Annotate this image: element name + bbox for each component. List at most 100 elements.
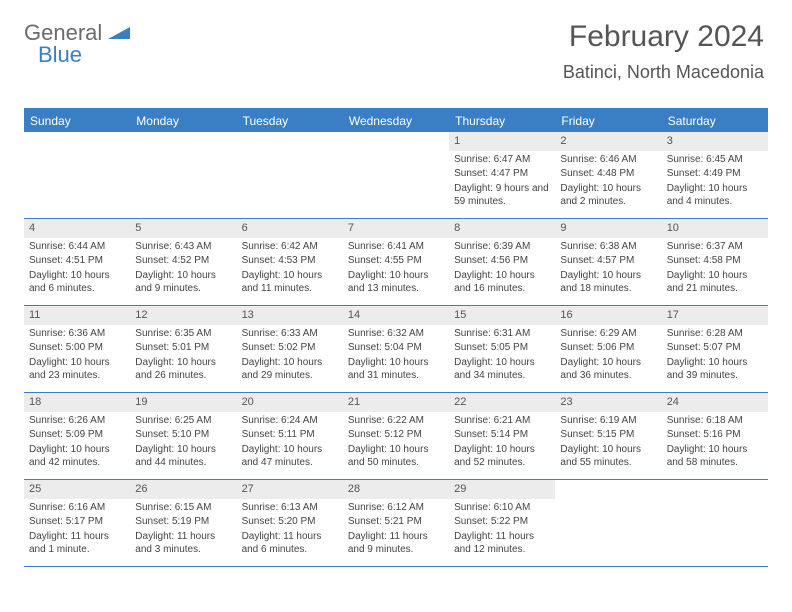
- weekday-header: Sunday: [24, 110, 130, 132]
- daylight-text: Daylight: 10 hours and 31 minutes.: [348, 356, 444, 383]
- sunrise-text: Sunrise: 6:18 AM: [667, 414, 763, 428]
- day-cell: 15Sunrise: 6:31 AMSunset: 5:05 PMDayligh…: [449, 306, 555, 392]
- day-number: 9: [555, 219, 661, 238]
- daylight-text: Daylight: 10 hours and 16 minutes.: [454, 269, 550, 296]
- daylight-text: Daylight: 10 hours and 18 minutes.: [560, 269, 656, 296]
- day-body: Sunrise: 6:32 AMSunset: 5:04 PMDaylight:…: [343, 327, 449, 388]
- sunrise-text: Sunrise: 6:10 AM: [454, 501, 550, 515]
- day-number: 26: [130, 480, 236, 499]
- day-body: Sunrise: 6:28 AMSunset: 5:07 PMDaylight:…: [662, 327, 768, 388]
- day-cell: 4Sunrise: 6:44 AMSunset: 4:51 PMDaylight…: [24, 219, 130, 305]
- day-cell: 9 Sunrise: 6:38 AMSunset: 4:57 PMDaylight…: [555, 219, 661, 305]
- sunrise-text: Sunrise: 6:26 AM: [29, 414, 125, 428]
- sunrise-text: Sunrise: 6:35 AM: [135, 327, 231, 341]
- day-body: Sunrise: 6:22 AMSunset: 5:12 PMDaylight:…: [343, 414, 449, 475]
- day-body: Sunrise: 6:38 AMSunset: 4:57 PMDaylight:…: [555, 240, 661, 301]
- day-number: 8: [449, 219, 555, 238]
- daylight-text: Daylight: 10 hours and 13 minutes.: [348, 269, 444, 296]
- daylight-text: Daylight: 10 hours and 44 minutes.: [135, 443, 231, 470]
- day-number: 24: [662, 393, 768, 412]
- day-cell: 19Sunrise: 6:25 AMSunset: 5:10 PMDayligh…: [130, 393, 236, 479]
- week-row: 25Sunrise: 6:16 AMSunset: 5:17 PMDayligh…: [24, 480, 768, 567]
- day-body: Sunrise: 6:31 AMSunset: 5:05 PMDaylight:…: [449, 327, 555, 388]
- weekday-header: Friday: [555, 110, 661, 132]
- day-number: 17: [662, 306, 768, 325]
- day-cell: 3Sunrise: 6:45 AMSunset: 4:49 PMDaylight…: [662, 132, 768, 218]
- daylight-text: Daylight: 10 hours and 58 minutes.: [667, 443, 763, 470]
- day-body: Sunrise: 6:26 AMSunset: 5:09 PMDaylight:…: [24, 414, 130, 475]
- day-cell: 21Sunrise: 6:22 AMSunset: 5:12 PMDayligh…: [343, 393, 449, 479]
- sunset-text: Sunset: 4:55 PM: [348, 254, 444, 268]
- sunrise-text: Sunrise: 6:41 AM: [348, 240, 444, 254]
- day-cell: 18 Sunrise: 6:26 AMSunset: 5:09 PMDayligh…: [24, 393, 130, 479]
- sunset-text: Sunset: 5:14 PM: [454, 428, 550, 442]
- sunset-text: Sunset: 5:02 PM: [242, 341, 338, 355]
- day-number: 1: [449, 132, 555, 151]
- day-number: 12: [130, 306, 236, 325]
- daylight-text: Daylight: 9 hours and 59 minutes.: [454, 182, 550, 209]
- sunset-text: Sunset: 4:48 PM: [560, 167, 656, 181]
- sunrise-text: Sunrise: 6:46 AM: [560, 153, 656, 167]
- day-number: 29: [449, 480, 555, 499]
- day-cell: 23Sunrise: 6:19 AMSunset: 5:15 PMDayligh…: [555, 393, 661, 479]
- day-body: Sunrise: 6:10 AMSunset: 5:22 PMDaylight:…: [449, 501, 555, 562]
- sunset-text: Sunset: 4:57 PM: [560, 254, 656, 268]
- day-body: Sunrise: 6:47 AMSunset: 4:47 PMDaylight:…: [449, 153, 555, 214]
- day-body: Sunrise: 6:46 AMSunset: 4:48 PMDaylight:…: [555, 153, 661, 214]
- week-row: 18Sunrise: 6:26 AMSunset: 5:09 PMDayligh…: [24, 393, 768, 480]
- day-number: 28: [343, 480, 449, 499]
- sunset-text: Sunset: 4:49 PM: [667, 167, 763, 181]
- day-cell: [662, 480, 768, 566]
- daylight-text: Daylight: 10 hours and 26 minutes.: [135, 356, 231, 383]
- sunrise-text: Sunrise: 6:36 AM: [29, 327, 125, 341]
- sunset-text: Sunset: 5:12 PM: [348, 428, 444, 442]
- sunset-text: Sunset: 5:09 PM: [29, 428, 125, 442]
- location-text: Batinci, North Macedonia: [563, 62, 764, 83]
- day-body: Sunrise: 6:36 AMSunset: 5:00 PMDaylight:…: [24, 327, 130, 388]
- day-cell: 29 Sunrise: 6:10 AMSunset: 5:22 PMDayligh…: [449, 480, 555, 566]
- day-body: Sunrise: 6:13 AMSunset: 5:20 PMDaylight:…: [237, 501, 343, 562]
- day-number: 22: [449, 393, 555, 412]
- month-title: February 2024: [563, 20, 764, 54]
- week-row: 4Sunrise: 6:44 AMSunset: 4:51 PMDaylight…: [24, 219, 768, 306]
- daylight-text: Daylight: 10 hours and 39 minutes.: [667, 356, 763, 383]
- day-number: 18: [24, 393, 130, 412]
- day-body: Sunrise: 6:43 AMSunset: 4:52 PMDaylight:…: [130, 240, 236, 301]
- day-body: Sunrise: 6:42 AMSunset: 4:53 PMDaylight:…: [237, 240, 343, 301]
- week-row: 1 Sunrise: 6:47 AMSunset: 4:47 PMDaylight…: [24, 132, 768, 219]
- day-cell: 24Sunrise: 6:18 AMSunset: 5:16 PMDayligh…: [662, 393, 768, 479]
- day-number: 19: [130, 393, 236, 412]
- day-number: 27: [237, 480, 343, 499]
- day-cell: 22Sunrise: 6:21 AMSunset: 5:14 PMDayligh…: [449, 393, 555, 479]
- daylight-text: Daylight: 10 hours and 21 minutes.: [667, 269, 763, 296]
- logo-triangle-icon: [108, 23, 130, 44]
- sunset-text: Sunset: 4:51 PM: [29, 254, 125, 268]
- weekday-header: Thursday: [449, 110, 555, 132]
- day-cell: [24, 132, 130, 218]
- sunset-text: Sunset: 5:19 PM: [135, 515, 231, 529]
- sunrise-text: Sunrise: 6:31 AM: [454, 327, 550, 341]
- day-body: Sunrise: 6:39 AMSunset: 4:56 PMDaylight:…: [449, 240, 555, 301]
- sunrise-text: Sunrise: 6:16 AM: [29, 501, 125, 515]
- daylight-text: Daylight: 10 hours and 47 minutes.: [242, 443, 338, 470]
- sunset-text: Sunset: 5:00 PM: [29, 341, 125, 355]
- sunset-text: Sunset: 5:01 PM: [135, 341, 231, 355]
- day-cell: 14Sunrise: 6:32 AMSunset: 5:04 PMDayligh…: [343, 306, 449, 392]
- sunset-text: Sunset: 5:05 PM: [454, 341, 550, 355]
- day-body: Sunrise: 6:24 AMSunset: 5:11 PMDaylight:…: [237, 414, 343, 475]
- day-cell: 13Sunrise: 6:33 AMSunset: 5:02 PMDayligh…: [237, 306, 343, 392]
- sunset-text: Sunset: 5:22 PM: [454, 515, 550, 529]
- sunrise-text: Sunrise: 6:21 AM: [454, 414, 550, 428]
- day-body: Sunrise: 6:44 AMSunset: 4:51 PMDaylight:…: [24, 240, 130, 301]
- sunrise-text: Sunrise: 6:42 AM: [242, 240, 338, 254]
- sunrise-text: Sunrise: 6:15 AM: [135, 501, 231, 515]
- day-cell: 12 Sunrise: 6:35 AMSunset: 5:01 PMDayligh…: [130, 306, 236, 392]
- daylight-text: Daylight: 11 hours and 9 minutes.: [348, 530, 444, 557]
- day-cell: [130, 132, 236, 218]
- daylight-text: Daylight: 10 hours and 29 minutes.: [242, 356, 338, 383]
- weekday-header-row: SundayMondayTuesdayWednesdayThursdayFrid…: [24, 110, 768, 132]
- day-body: Sunrise: 6:29 AMSunset: 5:06 PMDaylight:…: [555, 327, 661, 388]
- sunrise-text: Sunrise: 6:39 AM: [454, 240, 550, 254]
- logo-text-blue-wrap: Blue: [38, 42, 82, 68]
- logo-text-blue: Blue: [38, 42, 82, 67]
